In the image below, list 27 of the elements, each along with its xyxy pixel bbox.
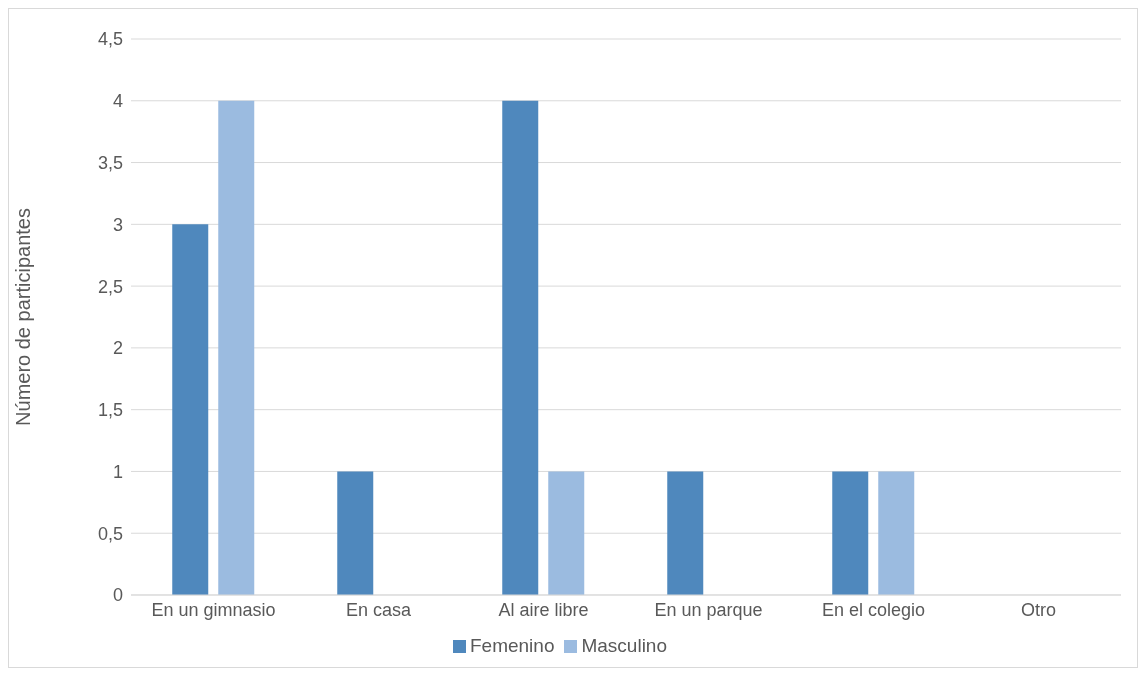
x-tick-label: En un gimnasio (151, 599, 276, 620)
x-tick-label: En un parque (654, 599, 763, 620)
y-tick-label: 4,5 (97, 29, 123, 50)
legend-label: Femenino (469, 635, 555, 656)
y-tick-label: 0 (112, 585, 123, 606)
y-axis-title: Número de participantes (12, 208, 35, 426)
legend-label: Masculino (581, 635, 668, 656)
bar (337, 471, 374, 595)
x-tick-label: En casa (345, 599, 412, 620)
y-tick-label: 0,5 (97, 523, 123, 544)
y-tick-label: 1 (112, 461, 123, 482)
bar (667, 471, 704, 595)
bar (172, 224, 209, 595)
y-tick-label: 3 (112, 214, 123, 235)
bar (878, 471, 915, 595)
y-tick-label: 2 (112, 338, 123, 359)
x-tick-label: Otro (1020, 599, 1057, 620)
y-tick-label: 1,5 (97, 400, 123, 421)
bar (548, 471, 585, 595)
y-tick-label: 2,5 (97, 276, 123, 297)
x-tick-label: En el colegio (821, 599, 926, 620)
bar (832, 471, 869, 595)
bar (502, 100, 539, 595)
bar (218, 100, 255, 595)
y-tick-label: 3,5 (97, 152, 123, 173)
y-tick-label: 4 (112, 91, 123, 112)
x-tick-label: Al aire libre (498, 599, 589, 620)
